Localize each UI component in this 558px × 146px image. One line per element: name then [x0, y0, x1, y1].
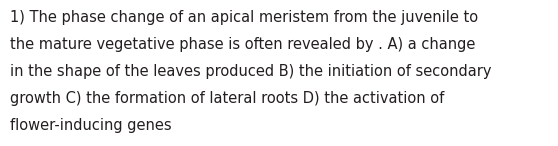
Text: in the shape of the leaves produced B) the initiation of secondary: in the shape of the leaves produced B) t…	[10, 64, 492, 79]
Text: 1) The phase change of an apical meristem from the juvenile to: 1) The phase change of an apical meriste…	[10, 10, 478, 25]
Text: the mature vegetative phase is often revealed by . A) a change: the mature vegetative phase is often rev…	[10, 37, 475, 52]
Text: growth C) the formation of lateral roots D) the activation of: growth C) the formation of lateral roots…	[10, 91, 444, 106]
Text: flower-inducing genes: flower-inducing genes	[10, 118, 172, 133]
